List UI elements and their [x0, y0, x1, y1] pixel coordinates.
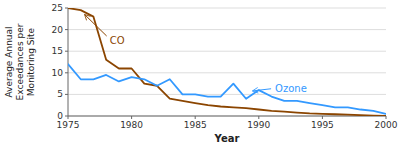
grid-line: [68, 8, 386, 9]
annotation-arrow: [85, 14, 107, 36]
series-line: [68, 8, 386, 116]
grid-line: [68, 29, 386, 30]
tick-label: 15: [52, 46, 63, 56]
series-group: [68, 8, 386, 116]
tick-label: 1985: [184, 120, 207, 130]
plot-area: [68, 8, 386, 116]
y-axis: [68, 8, 69, 116]
tick-label: 1995: [311, 120, 334, 130]
tick-label: 1980: [120, 120, 143, 130]
y-axis-label: Average AnnualExceedances perMonitoring …: [4, 23, 36, 100]
series-line: [68, 64, 386, 114]
grid-line: [68, 116, 386, 117]
x-axis-label: Year: [214, 133, 240, 144]
tick-label: 1975: [57, 120, 80, 130]
annotation: Ozone: [275, 83, 307, 94]
x-axis: [68, 116, 386, 117]
grid-line: [68, 51, 386, 52]
chart: 0510152025197519801985199019952000COOzon…: [0, 0, 400, 146]
tick-label: 5: [57, 89, 63, 99]
annotation: CO: [110, 35, 125, 46]
tick-label: 25: [52, 3, 63, 13]
grid-line: [68, 94, 386, 95]
tick-label: 20: [52, 25, 64, 35]
tick-label: 10: [52, 68, 64, 78]
tick-label: 2000: [375, 120, 398, 130]
annotation-arrow: [252, 89, 271, 91]
tick-label: 1990: [247, 120, 270, 130]
grid-line: [68, 72, 386, 73]
